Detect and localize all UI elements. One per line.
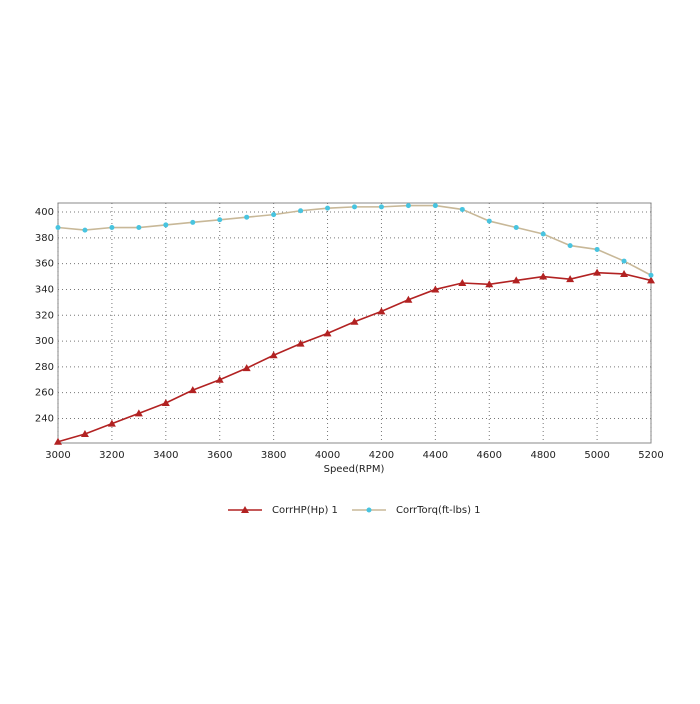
data-point bbox=[431, 285, 440, 293]
y-tick-label: 240 bbox=[35, 413, 54, 424]
data-point bbox=[271, 212, 277, 218]
data-point bbox=[621, 258, 627, 264]
data-point bbox=[377, 307, 386, 315]
x-tick-label: 5000 bbox=[584, 450, 609, 461]
x-tick-label: 3600 bbox=[207, 450, 232, 461]
data-point bbox=[55, 225, 61, 231]
y-tick-label: 300 bbox=[35, 336, 54, 347]
x-tick-label: 5200 bbox=[638, 450, 663, 461]
data-point bbox=[298, 208, 304, 214]
data-point bbox=[54, 437, 62, 445]
x-tick-label: 4800 bbox=[530, 450, 555, 461]
series-line bbox=[57, 204, 652, 276]
data-point bbox=[647, 276, 655, 284]
data-point bbox=[296, 339, 305, 347]
legend-label: CorrTorq(ft-lbs) 1 bbox=[396, 505, 481, 516]
x-tick-label: 4600 bbox=[477, 450, 502, 461]
data-point bbox=[648, 272, 654, 278]
data-point bbox=[107, 419, 116, 427]
data-point bbox=[323, 329, 332, 337]
data-point bbox=[566, 275, 575, 283]
x-tick-label: 4400 bbox=[423, 450, 448, 461]
y-tick-label: 340 bbox=[35, 284, 54, 295]
data-point bbox=[593, 268, 602, 276]
data-point bbox=[109, 225, 115, 231]
data-point bbox=[242, 364, 251, 372]
data-point bbox=[458, 279, 467, 286]
data-point bbox=[136, 225, 142, 231]
y-tick-label: 400 bbox=[35, 207, 54, 218]
data-point bbox=[350, 317, 359, 325]
data-point bbox=[217, 217, 223, 223]
x-tick-label: 4000 bbox=[315, 450, 340, 461]
data-point bbox=[432, 203, 438, 209]
x-tick-label: 4200 bbox=[369, 450, 394, 461]
x-tick-label: 3000 bbox=[45, 450, 70, 461]
data-point bbox=[134, 409, 143, 417]
data-point bbox=[163, 222, 169, 228]
y-tick-label: 260 bbox=[35, 388, 54, 399]
data-point bbox=[161, 399, 170, 406]
data-point bbox=[188, 386, 197, 394]
legend-marker bbox=[366, 507, 372, 513]
data-point bbox=[405, 203, 411, 209]
x-axis-title: Speed(RPM) bbox=[324, 464, 385, 475]
data-point bbox=[80, 429, 89, 437]
data-point bbox=[82, 227, 88, 233]
data-point bbox=[512, 276, 521, 284]
data-point bbox=[486, 218, 492, 224]
data-point bbox=[244, 214, 250, 220]
x-tick-label: 3800 bbox=[261, 450, 286, 461]
data-point bbox=[539, 272, 548, 280]
data-point bbox=[459, 206, 465, 212]
data-point bbox=[513, 225, 519, 231]
series-line bbox=[57, 271, 652, 443]
data-point bbox=[269, 351, 278, 359]
data-point bbox=[485, 280, 494, 288]
data-point bbox=[190, 219, 196, 225]
y-tick-label: 360 bbox=[35, 259, 54, 270]
data-point bbox=[620, 269, 629, 277]
y-tick-label: 380 bbox=[35, 233, 54, 244]
x-tick-label: 3400 bbox=[153, 450, 178, 461]
data-point bbox=[594, 246, 600, 252]
legend-marker bbox=[241, 506, 249, 513]
data-point bbox=[352, 204, 357, 210]
data-point bbox=[404, 295, 413, 303]
data-point bbox=[215, 375, 224, 383]
data-point bbox=[378, 204, 384, 210]
data-point bbox=[325, 205, 331, 211]
legend-label: CorrHP(Hp) 1 bbox=[272, 505, 338, 516]
y-tick-label: 280 bbox=[35, 362, 54, 373]
data-point bbox=[567, 243, 573, 249]
y-tick-label: 320 bbox=[35, 310, 54, 321]
data-point bbox=[540, 231, 546, 237]
x-tick-label: 3200 bbox=[99, 450, 124, 461]
